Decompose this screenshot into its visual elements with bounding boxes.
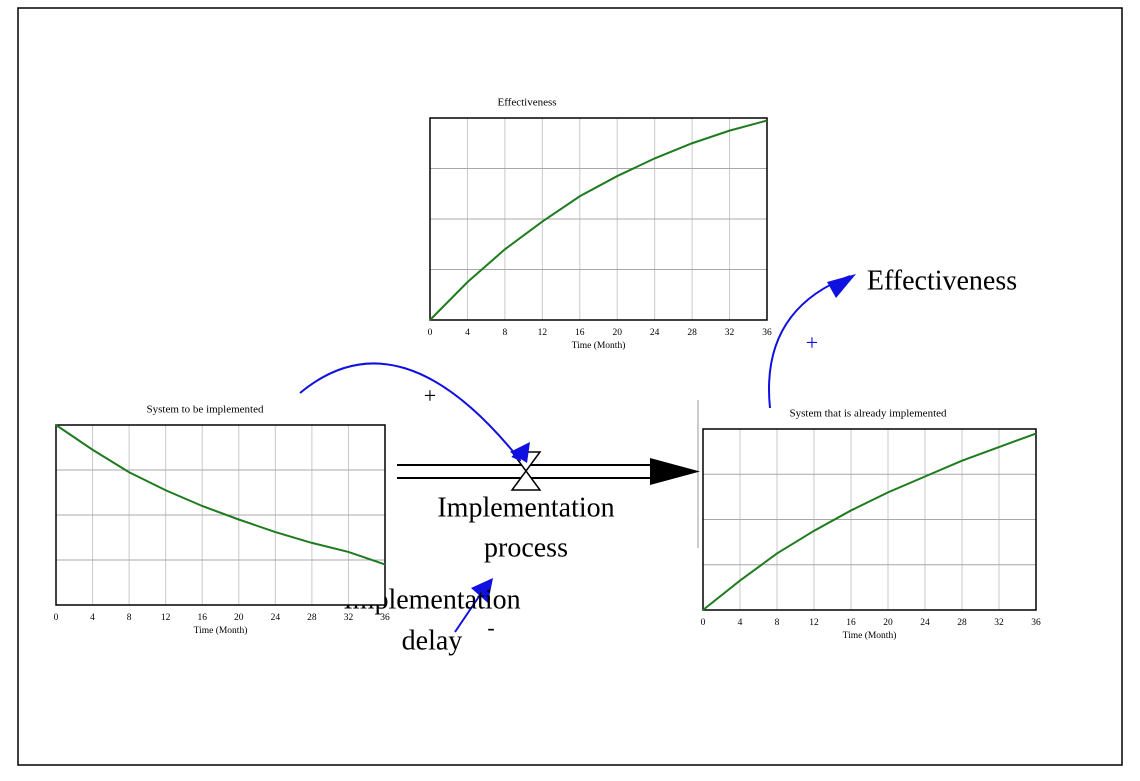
causal-link (454, 594, 481, 633)
x-tick-label: 20 (612, 328, 622, 338)
series-line (55, 424, 386, 566)
x-tick-label: 12 (161, 613, 171, 623)
x-tick-label: 4 (465, 328, 470, 338)
x-axis-label: Time (Month) (572, 340, 626, 351)
x-tick-label: 8 (127, 613, 132, 623)
x-tick-label: 28 (957, 618, 967, 628)
plot-border (702, 428, 1037, 611)
x-tick-label: 8 (775, 618, 780, 628)
x-tick-label: 32 (725, 328, 735, 338)
x-tick-label: 24 (650, 328, 660, 338)
x-tick-label: 28 (687, 328, 697, 338)
x-tick-label: 12 (538, 328, 548, 338)
x-tick-label: 24 (271, 613, 281, 623)
x-tick-label: 0 (54, 613, 59, 623)
flow-label: Implementation (437, 492, 614, 523)
link-arrowhead (510, 442, 530, 463)
chart-title: Effectiveness (497, 97, 556, 109)
flow-arrowhead (650, 458, 700, 485)
polarity: + (424, 383, 436, 408)
polarity: + (806, 330, 818, 355)
x-tick-label: 16 (197, 613, 207, 623)
causal-link (299, 362, 522, 462)
plot-border (429, 117, 768, 321)
x-tick-label: 36 (1031, 618, 1041, 628)
x-tick-label: 20 (883, 618, 893, 628)
x-tick-label: 36 (380, 613, 390, 623)
x-tick-label: 16 (575, 328, 585, 338)
variable-label: delay (402, 625, 463, 656)
link-arrowhead (471, 578, 493, 603)
chart-title: System that is already implemented (789, 408, 947, 420)
x-tick-label: 0 (428, 328, 433, 338)
x-tick-label: 12 (809, 618, 819, 628)
x-tick-label: 36 (762, 328, 772, 338)
variable-label: Effectiveness (867, 265, 1017, 296)
polarity: - (487, 615, 494, 640)
x-axis-label: Time (Month) (194, 625, 248, 636)
series-line (429, 119, 768, 321)
x-tick-label: 4 (90, 613, 95, 623)
x-tick-label: 16 (846, 618, 856, 628)
plot-border (55, 424, 386, 606)
x-tick-label: 4 (738, 618, 743, 628)
link-arrowhead (827, 274, 856, 298)
x-tick-label: 0 (701, 618, 706, 628)
x-tick-label: 20 (234, 613, 244, 623)
x-tick-label: 32 (994, 618, 1004, 628)
series-line (702, 432, 1037, 611)
x-tick-label: 28 (307, 613, 317, 623)
x-axis-label: Time (Month) (843, 630, 897, 641)
flow-label: process (484, 532, 568, 563)
x-tick-label: 32 (344, 613, 354, 623)
chart-title: System to be implemented (146, 404, 264, 416)
x-tick-label: 8 (503, 328, 508, 338)
x-tick-label: 24 (920, 618, 930, 628)
